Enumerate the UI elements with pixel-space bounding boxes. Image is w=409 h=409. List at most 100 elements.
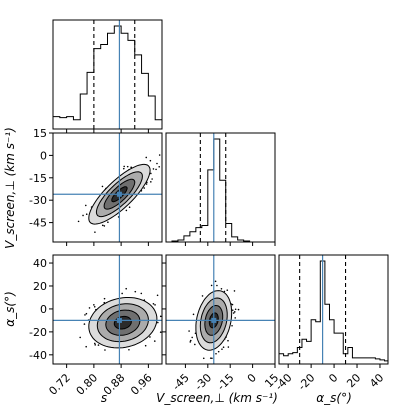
x-axis-label-s: s xyxy=(101,391,107,405)
contour-line-3 xyxy=(88,297,158,349)
panel-content xyxy=(53,255,171,364)
pair-panel-v-a xyxy=(165,254,276,365)
y-tick-label: -30 xyxy=(29,194,47,207)
sample-point xyxy=(237,308,240,311)
contour-line-3 xyxy=(88,163,151,225)
panel-frame-a xyxy=(278,254,389,365)
sample-point xyxy=(125,209,128,212)
sample-point xyxy=(214,280,217,283)
x-tick-label: 0 xyxy=(245,371,259,385)
sample-point xyxy=(202,357,205,360)
sample-point xyxy=(188,330,190,332)
panel-frame-v xyxy=(165,132,276,243)
sample-point xyxy=(222,346,225,349)
sample-point xyxy=(233,290,236,292)
contour-line-2 xyxy=(199,297,228,344)
sample-point xyxy=(93,304,95,306)
sample-point xyxy=(93,342,96,345)
sample-point xyxy=(144,344,147,347)
sample-point xyxy=(145,156,148,159)
x-tick-label: 0.72 xyxy=(46,371,73,398)
x-tick-label: -40 xyxy=(273,371,295,393)
contour-line-1 xyxy=(105,309,141,336)
sample-point xyxy=(156,162,158,165)
panel-frame xyxy=(52,254,163,365)
sample-point xyxy=(227,339,229,342)
pair-panel-s-a xyxy=(52,254,171,365)
histogram-v xyxy=(165,132,276,243)
sample-point xyxy=(156,294,159,297)
contour-line-0 xyxy=(208,312,219,329)
contour-line-2 xyxy=(95,171,143,218)
sample-point xyxy=(94,344,97,346)
sample-point xyxy=(234,308,237,311)
contour-line-0 xyxy=(111,186,128,203)
sample-point xyxy=(101,185,104,188)
panel-content xyxy=(53,133,162,242)
x-axis-label-a: α_s(°) xyxy=(316,391,352,405)
sample-point xyxy=(93,306,96,308)
histogram-step-a xyxy=(279,260,388,362)
sample-point xyxy=(191,336,193,339)
x-tick-label: 20 xyxy=(344,371,363,390)
histogram-a xyxy=(278,254,389,365)
contour-line-2 xyxy=(96,303,149,343)
x-axis-a: -40 -20 0 20 40 xyxy=(273,364,386,393)
sample-point xyxy=(85,312,88,315)
contour-line-3 xyxy=(195,290,233,351)
sample-point xyxy=(79,336,81,339)
sample-point xyxy=(166,318,168,320)
sample-point xyxy=(226,289,229,291)
sample-point xyxy=(194,343,196,346)
contour-line-1 xyxy=(204,305,224,336)
sample-point xyxy=(123,165,125,168)
x-tick-label: -45 xyxy=(170,371,192,393)
sample-point xyxy=(152,168,155,170)
sample-point xyxy=(232,312,235,314)
y-tick-label: -45 xyxy=(29,217,47,230)
sample-point xyxy=(84,314,86,316)
sample-point xyxy=(152,302,155,305)
x-axis-label-v: V_screen,⊥ (km s⁻¹) xyxy=(156,391,278,405)
sample-point xyxy=(231,309,234,311)
sample-point xyxy=(221,348,223,350)
sample-point xyxy=(85,345,87,348)
x-tick-label: -20 xyxy=(296,371,318,393)
sample-point xyxy=(125,287,128,290)
sample-point xyxy=(192,313,195,316)
sample-point xyxy=(85,213,88,216)
x-tick-label: -30 xyxy=(192,371,214,393)
sample-point xyxy=(216,284,218,287)
sample-point xyxy=(233,311,236,313)
panel-frame xyxy=(52,132,163,243)
sample-point xyxy=(220,287,223,290)
sample-point xyxy=(189,339,192,342)
sample-point xyxy=(149,159,152,162)
sample-point xyxy=(121,292,123,295)
sample-point xyxy=(189,341,192,343)
histogram-s xyxy=(52,19,163,130)
panel-content xyxy=(166,255,275,364)
panel-frame xyxy=(165,254,276,365)
truth-marker xyxy=(211,317,217,323)
sample-point xyxy=(104,349,106,351)
y-tick-label: 0 xyxy=(40,149,47,162)
sample-point xyxy=(211,357,213,360)
y-axis-label-a: α_s(°) xyxy=(3,291,17,327)
pair-panel-s-v xyxy=(52,132,163,243)
sample-point xyxy=(158,165,161,168)
x-tick-label: 40 xyxy=(367,371,386,390)
sample-point xyxy=(169,314,171,316)
x-tick-label: -15 xyxy=(215,371,237,393)
sample-point xyxy=(150,181,152,183)
sample-point xyxy=(103,225,106,227)
contour-line-0 xyxy=(113,315,132,330)
sample-point xyxy=(77,220,80,223)
sample-point xyxy=(122,167,125,170)
sample-point xyxy=(140,292,143,295)
sample-point xyxy=(231,324,233,327)
x-tick-label: 0 xyxy=(326,371,340,385)
sample-point xyxy=(107,221,109,224)
histogram-step-v xyxy=(166,138,274,243)
